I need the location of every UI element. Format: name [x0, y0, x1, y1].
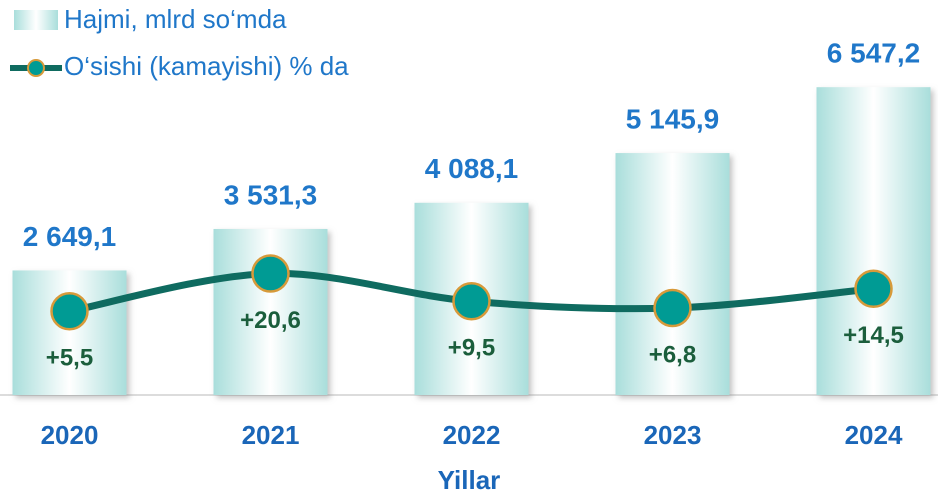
x-tick-label: 2024 — [845, 420, 903, 450]
bar — [615, 153, 730, 395]
bar — [12, 270, 127, 395]
legend-label: O‘sishi (kamayishi) % da — [64, 51, 349, 81]
bar-value-label: 6 547,2 — [827, 38, 920, 69]
bar-value-label: 5 145,9 — [626, 103, 719, 134]
legend-label: Hajmi, mlrd so‘mda — [64, 4, 287, 34]
x-tick-label: 2020 — [41, 420, 99, 450]
line-marker — [452, 282, 491, 321]
bar-value-label: 3 531,3 — [224, 179, 317, 210]
bar-value-label: 4 088,1 — [425, 153, 518, 184]
line-value-label: +14,5 — [843, 322, 904, 349]
line-value-label: +5,5 — [46, 345, 93, 372]
line-value-label: +9,5 — [448, 335, 495, 362]
line-marker — [653, 288, 692, 328]
x-tick-label: 2022 — [443, 420, 501, 450]
x-tick-label: 2021 — [242, 420, 300, 450]
line-marker — [50, 292, 89, 331]
line-value-label: +20,6 — [240, 307, 301, 334]
x-tick-label: 2023 — [644, 420, 702, 450]
line-marker — [251, 254, 290, 293]
legend-marker-icon — [27, 59, 45, 77]
line-marker — [854, 269, 893, 308]
line-value-label: +6,8 — [649, 341, 696, 368]
bar — [816, 87, 931, 395]
bar-value-label: 2 649,1 — [23, 221, 116, 252]
x-axis-title: Yillar — [438, 465, 501, 495]
legend-bar-icon — [14, 10, 58, 30]
